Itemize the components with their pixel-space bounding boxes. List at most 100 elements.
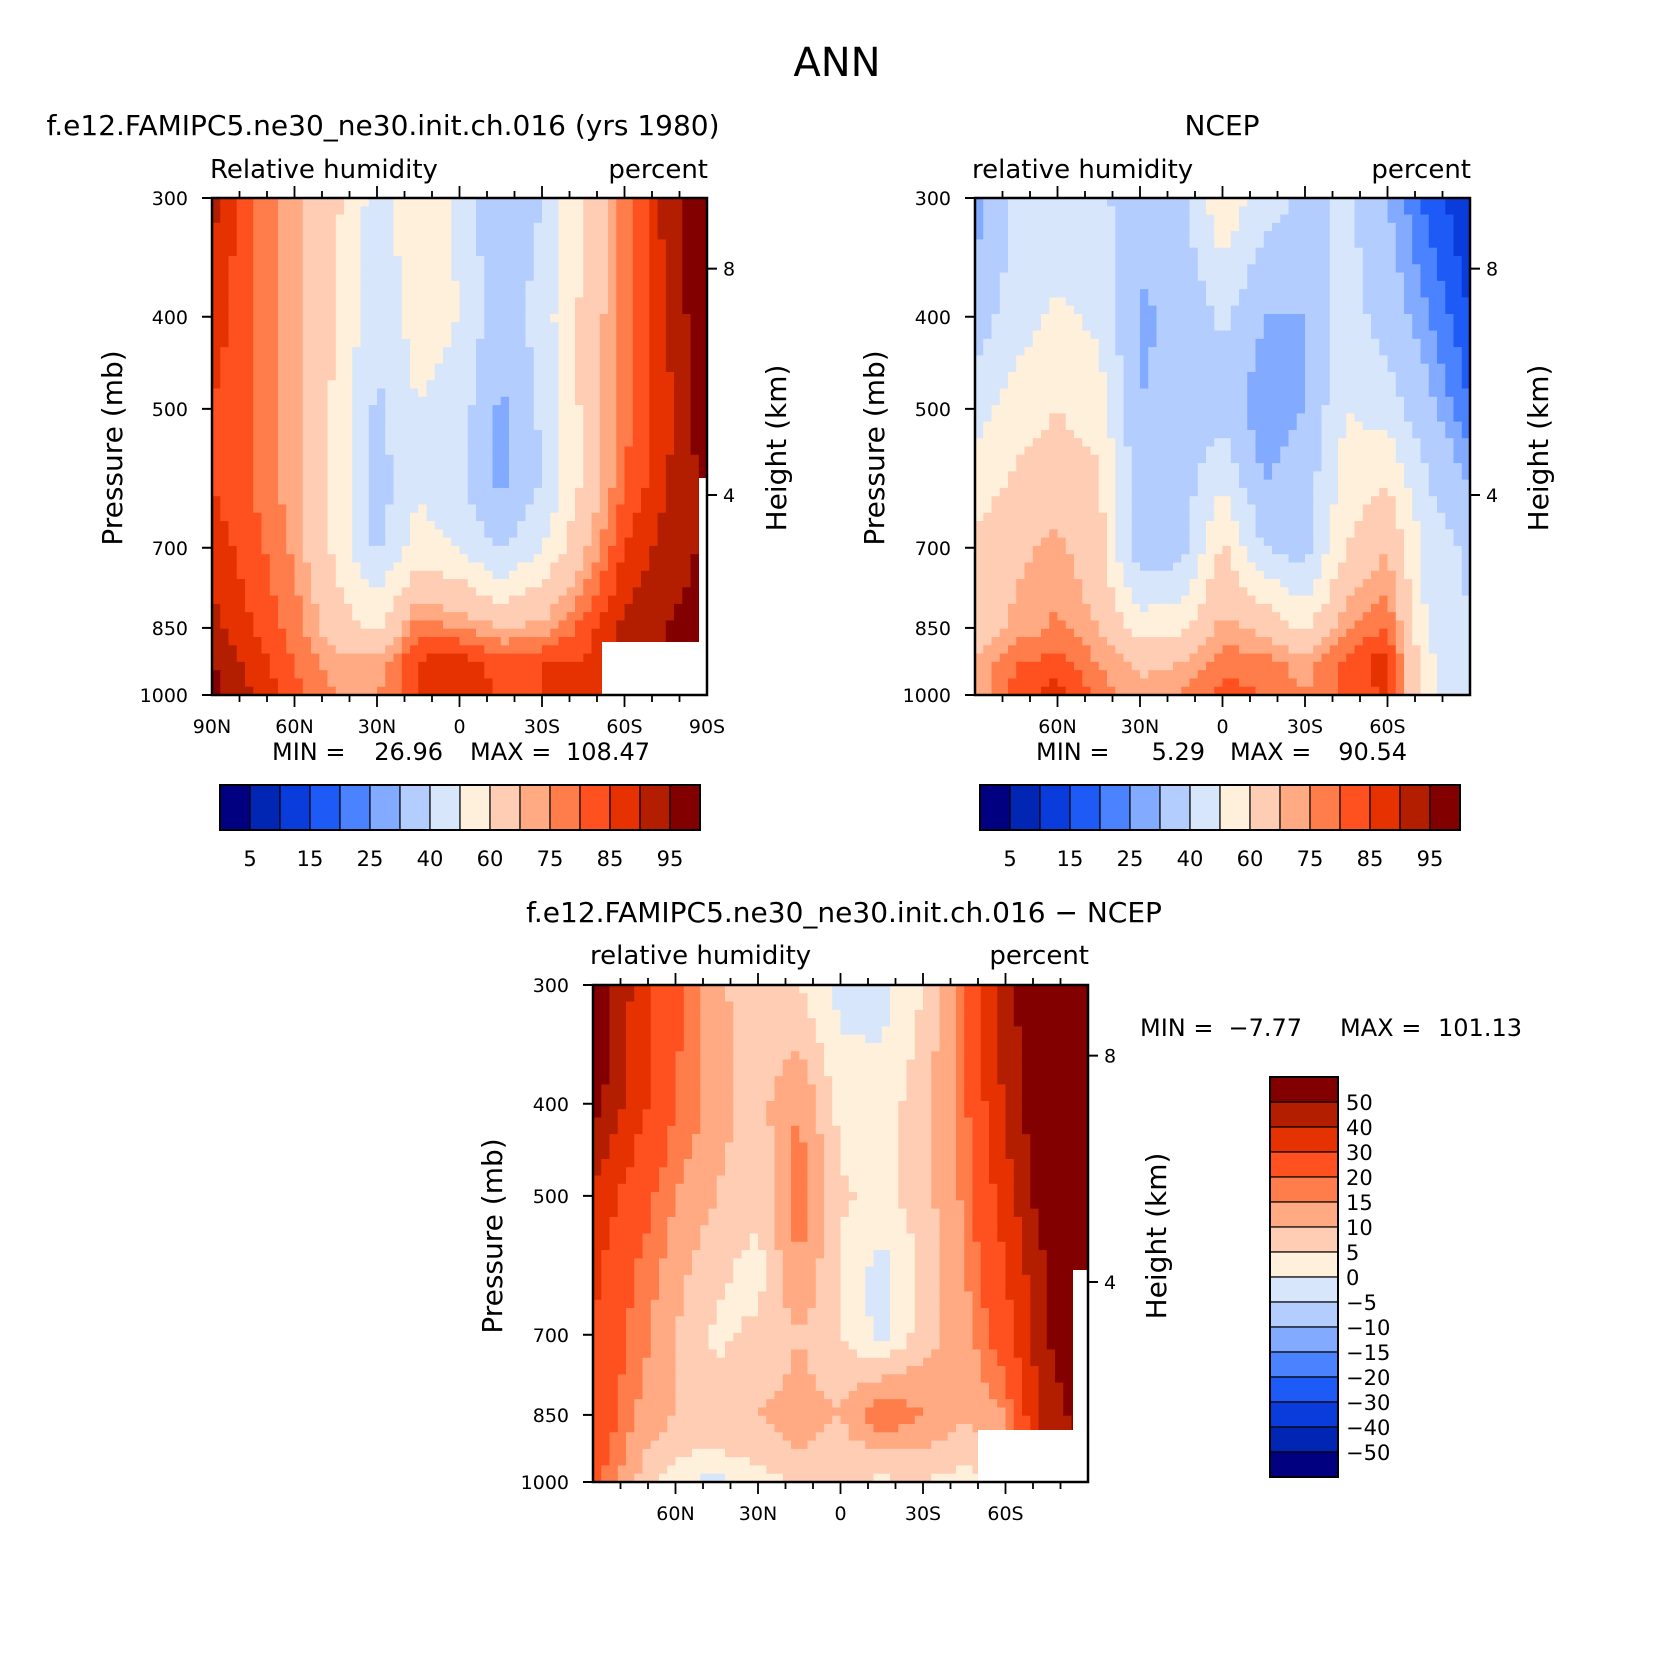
ncep-cell	[1131, 247, 1141, 257]
model-cell	[377, 388, 386, 398]
model-cell	[624, 603, 634, 613]
model-cell	[302, 686, 312, 696]
model-cell	[509, 487, 518, 497]
ncep-cell	[1420, 363, 1430, 373]
model-cell	[533, 545, 543, 555]
model-cell	[302, 595, 312, 605]
model-cell	[344, 620, 353, 630]
model-cell	[302, 198, 312, 207]
model-cell	[690, 206, 700, 216]
model-cell	[517, 222, 527, 232]
model-cell	[550, 330, 560, 340]
model-cell	[641, 454, 650, 464]
model-cell	[220, 239, 230, 249]
ncep-cell	[1247, 206, 1257, 216]
model-cell	[269, 661, 279, 671]
model-cell	[459, 388, 469, 398]
model-cell	[245, 570, 254, 580]
ncep-cell	[1321, 239, 1331, 249]
model-cell	[608, 637, 617, 646]
ncep-cell	[1296, 231, 1306, 241]
model-cell	[500, 579, 510, 588]
model-cell	[476, 521, 485, 530]
model-cell	[517, 388, 527, 398]
model-cell	[393, 579, 403, 588]
ncep-cell	[1090, 313, 1100, 323]
model-cell	[542, 496, 551, 506]
model-cell	[599, 579, 609, 588]
model-cell	[550, 471, 560, 481]
model-cell	[286, 579, 296, 588]
model-cell	[385, 405, 395, 414]
model-cell	[368, 280, 378, 290]
model-cell	[632, 529, 642, 539]
model-cell	[698, 338, 708, 348]
ncep-cell	[1404, 313, 1413, 323]
model-cell	[261, 603, 271, 613]
model-cell	[385, 512, 395, 522]
ncep-cell	[1082, 214, 1092, 224]
model-cell	[261, 239, 271, 249]
model-cell	[269, 686, 279, 696]
model-cell	[426, 545, 436, 555]
model-cell	[624, 297, 634, 307]
model-cell	[550, 438, 560, 448]
model-cell	[327, 313, 337, 323]
model-cell	[558, 206, 568, 216]
model-cell	[212, 562, 221, 572]
colorbar-label: 85	[597, 847, 624, 871]
model-cell	[641, 487, 650, 497]
model-cell	[467, 247, 477, 257]
ncep-cell	[1371, 347, 1380, 356]
ncep-cell	[1140, 330, 1149, 340]
ncep-cell	[1338, 198, 1347, 207]
model-cell	[492, 272, 502, 282]
model-cell	[368, 479, 378, 489]
model-cell	[616, 554, 626, 564]
model-cell	[509, 595, 518, 605]
model-cell	[632, 313, 642, 323]
model-cell	[616, 355, 626, 365]
model-cell	[410, 537, 419, 547]
model-cell	[500, 388, 510, 398]
model-cell	[253, 239, 263, 249]
model-cell	[599, 280, 609, 290]
model-cell	[311, 670, 320, 680]
model-cell	[393, 670, 403, 680]
ncep-cell	[1230, 355, 1240, 365]
ncep-cell	[1239, 214, 1248, 224]
ncep-cell	[1437, 206, 1446, 216]
model-cell	[245, 637, 254, 646]
model-cell	[492, 595, 502, 605]
model-cell	[690, 305, 700, 315]
model-cell	[352, 355, 362, 365]
ncep-cell	[1280, 355, 1290, 365]
model-cell	[212, 264, 221, 274]
model-cell	[542, 545, 551, 555]
model-cell	[550, 289, 560, 298]
model-cell	[401, 264, 411, 274]
model-cell	[418, 355, 428, 365]
model-cell	[476, 579, 485, 588]
model-cell	[286, 429, 296, 439]
model-cell	[558, 347, 568, 356]
model-cell	[278, 280, 287, 290]
model-cell	[500, 380, 510, 390]
model-cell	[608, 496, 617, 506]
model-cell	[253, 521, 263, 530]
model-cell	[476, 255, 485, 265]
model-cell	[632, 487, 642, 497]
model-cell	[410, 595, 419, 605]
model-cell	[599, 222, 609, 232]
model-cell	[418, 454, 428, 464]
model-cell	[294, 661, 304, 671]
model-cell	[632, 454, 642, 464]
model-cell	[344, 396, 353, 406]
ncep-cell	[1189, 214, 1199, 224]
ncep-cell	[1131, 289, 1141, 298]
model-cell	[608, 579, 617, 588]
ncep-cell	[1016, 214, 1026, 224]
model-cell	[377, 521, 386, 530]
ncep-cell	[1387, 280, 1397, 290]
model-cell	[632, 554, 642, 564]
